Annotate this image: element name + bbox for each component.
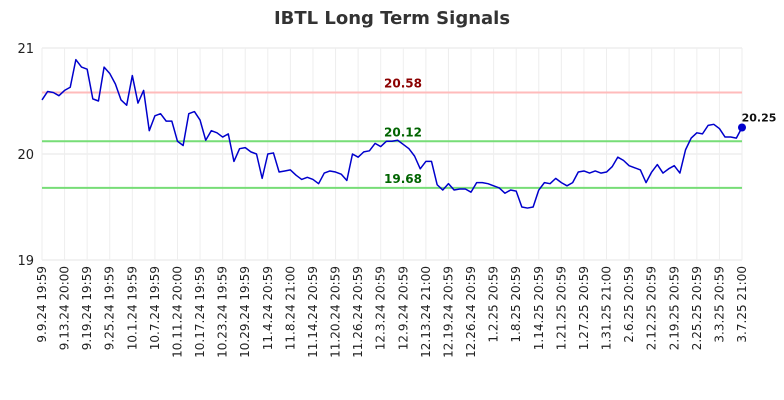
x-tick-label: 10.17.24 19:59: [193, 266, 207, 358]
x-tick-label: 12.13.24 21:00: [419, 266, 433, 358]
x-tick-label: 11.26.24 20:59: [351, 266, 365, 358]
signal-level-label: 20.12: [384, 125, 422, 139]
x-tick-label: 10.11.24 20:00: [170, 266, 184, 358]
x-tick-label: 11.14.24 20:59: [306, 266, 320, 358]
x-tick-label: 1.2.25 20:59: [487, 266, 501, 343]
x-tick-label: 12.19.24 20:59: [441, 266, 455, 358]
x-tick-label: 11.8.24 21:00: [283, 266, 297, 350]
y-tick-label: 21: [17, 42, 34, 57]
y-tick-label: 20: [17, 148, 34, 163]
x-tick-label: 1.27.25 20:59: [577, 266, 591, 350]
price-line: [41, 58, 743, 209]
x-tick-label: 10.29.24 19:59: [238, 266, 252, 358]
x-tick-label: 2.12.25 20:59: [645, 266, 659, 350]
y-tick-label: 19: [17, 254, 34, 269]
x-tick-label: 1.8.25 20:59: [509, 266, 523, 343]
x-tick-label: 9.25.24 19:59: [103, 266, 117, 350]
x-tick-label: 12.3.24 20:59: [374, 266, 388, 350]
x-tick-label: 1.31.25 21:00: [600, 266, 614, 350]
x-tick-label: 2.25.25 20:59: [690, 266, 704, 350]
signal-level-label: 19.68: [384, 172, 422, 186]
x-tick-label: 9.9.24 19:59: [35, 266, 49, 343]
last-point-marker: [738, 123, 746, 132]
x-tick-label: 10.23.24 19:59: [216, 266, 230, 358]
x-tick-label: 10.1.24 19:59: [125, 266, 139, 350]
last-value-label: 20.25: [742, 112, 777, 125]
x-tick-label: 12.26.24 20:59: [464, 266, 478, 358]
x-tick-label: 2.19.25 20:59: [667, 266, 681, 350]
x-tick-label: 10.7.24 19:59: [148, 266, 162, 350]
chart-title: IBTL Long Term Signals: [273, 8, 511, 29]
x-tick-label: 3.7.25 21:00: [735, 266, 749, 343]
x-tick-label: 1.21.25 20:59: [554, 266, 568, 350]
signal-level-label: 20.58: [384, 77, 422, 91]
x-tick-label: 9.19.24 19:59: [80, 266, 94, 350]
x-tick-label: 2.6.25 20:59: [622, 266, 636, 343]
x-tick-label: 3.3.25 20:59: [712, 266, 726, 343]
x-tick-label: 9.13.24 20:00: [58, 266, 72, 350]
x-tick-label: 11.4.24 20:59: [261, 266, 275, 350]
x-tick-label: 12.9.24 20:59: [396, 266, 410, 350]
x-tick-label: 11.20.24 20:59: [329, 266, 343, 358]
x-tick-label: 1.14.25 20:59: [532, 266, 546, 350]
